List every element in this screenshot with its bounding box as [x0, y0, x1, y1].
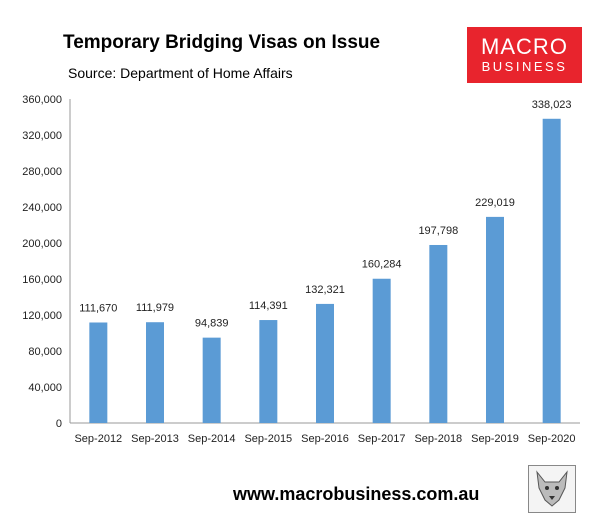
- data-label: 160,284: [362, 259, 402, 271]
- bar: [146, 322, 164, 423]
- x-tick-label: Sep-2018: [414, 433, 462, 445]
- data-label: 111,670: [79, 302, 117, 314]
- logo-line-business: BUSINESS: [481, 59, 568, 74]
- x-tick-label: Sep-2015: [244, 433, 292, 445]
- bar: [372, 278, 391, 423]
- x-tick-label: Sep-2017: [358, 433, 406, 445]
- x-tick-label: Sep-2020: [528, 433, 576, 445]
- bar: [486, 216, 504, 423]
- data-label: 229,019: [475, 197, 515, 209]
- y-tick-label: 200,000: [22, 238, 62, 250]
- y-tick-label: 320,000: [22, 130, 62, 142]
- x-tick-label: Sep-2013: [131, 433, 179, 445]
- y-tick-label: 80,000: [28, 346, 62, 358]
- data-label: 338,023: [532, 99, 572, 111]
- data-label: 111,979: [136, 302, 174, 314]
- bar: [259, 320, 278, 423]
- y-tick-label: 360,000: [22, 94, 62, 106]
- data-label: 94,839: [195, 318, 229, 330]
- bar: [542, 118, 561, 423]
- bar: [316, 303, 334, 423]
- source-note: Source: Department of Home Affairs: [68, 65, 293, 81]
- x-tick-label: Sep-2012: [74, 433, 122, 445]
- x-tick-label: Sep-2016: [301, 433, 349, 445]
- y-tick-label: 40,000: [28, 382, 62, 394]
- y-tick-label: 160,000: [22, 274, 62, 286]
- bar: [202, 337, 221, 423]
- data-label: 114,391: [249, 300, 288, 312]
- page-title: Temporary Bridging Visas on Issue: [63, 32, 381, 53]
- y-tick-label: 280,000: [22, 166, 62, 178]
- x-tick-label: Sep-2019: [471, 433, 519, 445]
- y-tick-label: 120,000: [22, 310, 62, 322]
- wolf-icon: [528, 465, 576, 513]
- data-label: 197,798: [418, 225, 458, 237]
- data-label: 132,321: [305, 284, 345, 296]
- bar: [429, 244, 448, 423]
- bar: [89, 322, 108, 423]
- y-tick-label: 240,000: [22, 202, 62, 214]
- x-tick-label: Sep-2014: [188, 433, 236, 445]
- macrobusiness-logo: MACRO BUSINESS: [467, 27, 582, 83]
- logo-line-macro: MACRO: [481, 34, 568, 59]
- y-tick-label: 0: [56, 418, 62, 430]
- website-url: www.macrobusiness.com.au: [233, 484, 480, 504]
